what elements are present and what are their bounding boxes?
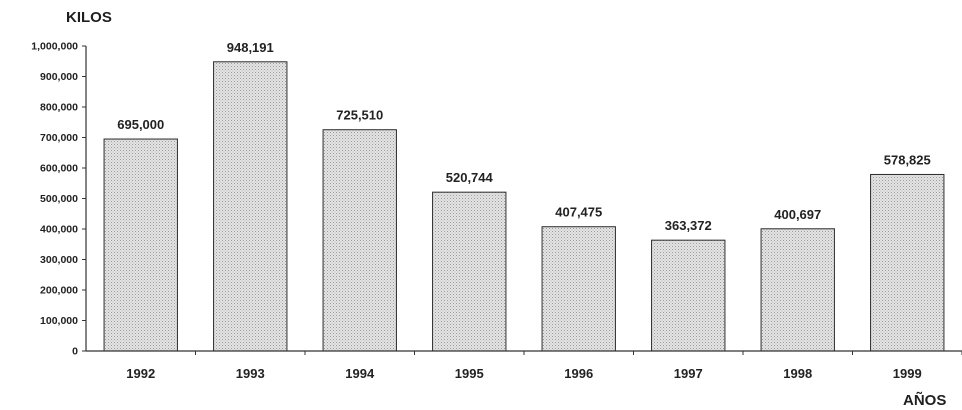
x-tick-label: 1998 bbox=[783, 366, 812, 381]
y-tick-label: 500,000 bbox=[40, 193, 78, 205]
y-axis-title: KILOS bbox=[66, 9, 112, 26]
x-tick-label: 1997 bbox=[674, 366, 703, 381]
y-tick-label: 400,000 bbox=[40, 224, 78, 236]
bar bbox=[651, 239, 726, 352]
bar bbox=[760, 228, 835, 352]
x-axis-labels: 1992 1993 1994 1995 1996 1997 1998 1999 bbox=[126, 351, 962, 381]
bar bbox=[103, 138, 178, 352]
bar bbox=[432, 191, 507, 352]
x-tick-label: 1992 bbox=[126, 366, 155, 381]
x-tick-label: 1994 bbox=[345, 366, 375, 381]
y-tick-label: 0 bbox=[72, 346, 78, 358]
x-tick-label: 1995 bbox=[455, 366, 484, 381]
x-tick-label: 1999 bbox=[893, 366, 922, 381]
y-tick-label: 200,000 bbox=[40, 285, 78, 297]
bar-value-label: 520,744 bbox=[446, 170, 494, 185]
x-axis-title: AÑOS bbox=[903, 391, 946, 409]
bar bbox=[870, 173, 945, 352]
y-tick-label: 600,000 bbox=[40, 163, 78, 175]
y-tick-label: 300,000 bbox=[40, 254, 78, 266]
bar-value-label: 407,475 bbox=[555, 205, 602, 220]
bar-value-label: 695,000 bbox=[117, 117, 164, 132]
bar bbox=[541, 226, 616, 352]
x-tick-label: 1996 bbox=[564, 366, 593, 381]
data-labels: 695,000 948,191 725,510 520,744 407,475 363,3… bbox=[117, 40, 931, 233]
y-axis-ticks: 0 100,000 200,000 300,000 400,000 500,000 600,… bbox=[31, 41, 86, 358]
bar-value-label: 578,825 bbox=[884, 152, 931, 167]
bar bbox=[322, 129, 397, 352]
y-tick-label: 900,000 bbox=[40, 71, 78, 83]
bar-value-label: 363,372 bbox=[665, 218, 712, 233]
y-tick-label: 100,000 bbox=[40, 315, 78, 327]
bar bbox=[213, 61, 288, 352]
y-tick-label: 1,000,000 bbox=[31, 41, 78, 53]
bar-value-label: 400,697 bbox=[774, 207, 821, 222]
y-tick-label: 700,000 bbox=[40, 132, 78, 144]
bars bbox=[103, 61, 945, 352]
bar-value-label: 725,510 bbox=[336, 108, 383, 123]
x-tick-label: 1993 bbox=[236, 366, 265, 381]
bar-value-label: 948,191 bbox=[227, 40, 274, 55]
y-tick-label: 800,000 bbox=[40, 102, 78, 114]
